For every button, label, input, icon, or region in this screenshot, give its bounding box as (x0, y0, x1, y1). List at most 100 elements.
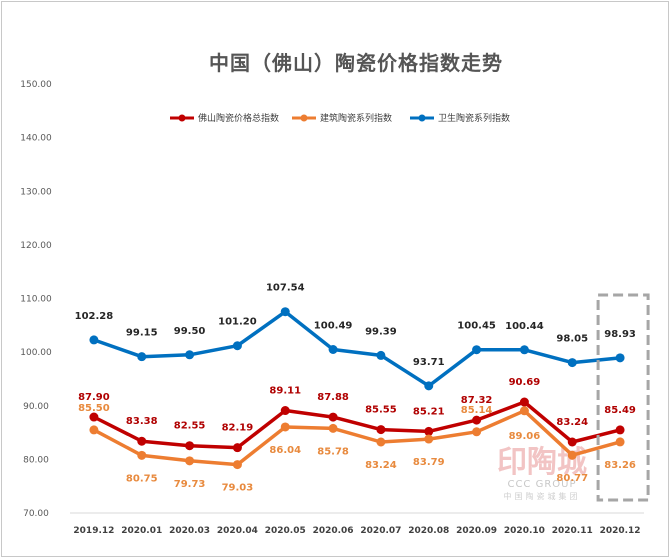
data-label: 87.32 (461, 395, 493, 406)
data-point (185, 441, 195, 451)
legend-swatch-marker (300, 114, 308, 122)
y-tick-label: 110.00 (20, 295, 52, 305)
x-tick-label: 2020.05 (265, 526, 306, 536)
data-point (328, 412, 338, 422)
data-label: 93.71 (413, 357, 445, 368)
data-label: 89.06 (509, 431, 541, 442)
data-point (615, 425, 625, 435)
series-line-0 (93, 400, 621, 450)
data-point (89, 412, 99, 422)
y-tick-label: 120.00 (20, 241, 52, 251)
data-label: 83.24 (556, 417, 588, 428)
x-tick-label: 2020.03 (169, 526, 210, 536)
data-label: 98.93 (604, 329, 636, 340)
data-label: 82.19 (222, 423, 254, 434)
data-point (519, 345, 529, 355)
y-tick-label: 130.00 (20, 187, 52, 197)
data-point (472, 345, 482, 355)
y-tick-label: 80.00 (23, 455, 49, 465)
chart-legend: 佛山陶瓷价格总指数 建筑陶瓷系列指数 卫生陶瓷系列指数 (170, 112, 510, 124)
data-label: 87.88 (317, 392, 349, 403)
data-label: 80.77 (556, 473, 588, 484)
watermark-brand: CCC GROUP (507, 479, 576, 490)
data-label: 100.44 (505, 321, 544, 332)
data-label: 98.05 (556, 334, 588, 345)
data-point (232, 341, 242, 351)
x-tick-label: 2020.09 (456, 526, 497, 536)
y-tick-label: 140.00 (20, 134, 52, 144)
data-point (472, 427, 482, 437)
data-label: 83.24 (365, 460, 397, 471)
x-tick-label: 2020.08 (408, 526, 449, 536)
data-label: 79.73 (174, 479, 206, 490)
data-label: 82.55 (174, 421, 206, 432)
legend-item: 佛山陶瓷价格总指数 (170, 112, 279, 124)
data-point (376, 425, 386, 435)
y-tick-label: 90.00 (23, 402, 49, 412)
series-group (89, 307, 625, 470)
data-point (615, 437, 625, 447)
legend-item: 建筑陶瓷系列指数 (292, 112, 392, 124)
watermark-subtitle: 中国陶瓷城集团 (504, 491, 581, 501)
legend-label: 卫生陶瓷系列指数 (438, 112, 510, 124)
data-labels: 87.90 83.38 82.55 82.19 89.11 87.88 85.55 85.21… (75, 283, 636, 494)
data-point (328, 423, 338, 433)
x-tick-label: 2020.04 (217, 526, 258, 536)
data-point (424, 381, 434, 391)
x-axis: 2019.12 2020.01 2020.03 2020.04 2020.05 2020.… (70, 512, 644, 536)
series-line-1 (93, 409, 621, 467)
data-point (519, 397, 529, 407)
data-label: 87.90 (78, 392, 110, 403)
x-tick-label: 2020.11 (552, 526, 593, 536)
data-label: 85.14 (461, 405, 493, 416)
data-point (137, 450, 147, 460)
data-point (232, 460, 242, 470)
data-label: 99.39 (365, 326, 397, 337)
data-label: 100.49 (314, 320, 353, 331)
data-point (424, 434, 434, 444)
x-tick-label: 2019.12 (73, 526, 114, 536)
x-tick-label: 2020.12 (600, 526, 641, 536)
data-label: 80.75 (126, 473, 158, 484)
data-point (567, 358, 577, 368)
data-label: 85.55 (365, 405, 397, 416)
x-tick-label: 2020.10 (504, 526, 545, 536)
data-label: 85.50 (78, 403, 110, 414)
data-point (185, 456, 195, 466)
data-point (328, 344, 338, 354)
x-tick-label: 2020.01 (121, 526, 162, 536)
highlight-box-2020-12 (596, 293, 650, 502)
data-point (376, 350, 386, 360)
data-point (89, 335, 99, 345)
data-label: 89.11 (269, 386, 301, 397)
data-label: 85.49 (604, 405, 636, 416)
data-point (519, 406, 529, 416)
data-label: 83.26 (604, 460, 636, 471)
data-point (376, 437, 386, 447)
y-axis: 70.00 80.00 90.00 100.00 110.00 120.00 130.00 1… (20, 80, 52, 519)
legend-item: 卫生陶瓷系列指数 (410, 112, 510, 124)
data-label: 101.20 (218, 317, 257, 328)
data-label: 90.69 (509, 377, 541, 388)
x-tick-label: 2020.06 (313, 526, 354, 536)
y-tick-label: 100.00 (20, 348, 52, 358)
data-label: 99.15 (126, 328, 158, 339)
data-point (89, 425, 99, 435)
data-label: 107.54 (266, 283, 305, 294)
data-point (280, 406, 290, 416)
data-point (424, 426, 434, 436)
data-label: 102.28 (75, 311, 114, 322)
data-label: 99.50 (174, 326, 206, 337)
data-point (567, 450, 577, 460)
data-point (280, 422, 290, 432)
y-tick-label: 150.00 (20, 80, 52, 90)
data-label: 85.21 (413, 406, 445, 417)
x-tick-label: 2020.07 (360, 526, 401, 536)
data-label: 85.78 (317, 446, 349, 457)
legend-swatch-marker (418, 114, 426, 122)
data-label: 100.45 (457, 321, 496, 332)
series-line-2 (93, 309, 621, 388)
y-tick-label: 70.00 (23, 509, 49, 519)
